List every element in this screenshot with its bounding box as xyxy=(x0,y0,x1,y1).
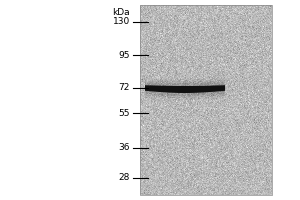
Text: kDa: kDa xyxy=(112,8,130,17)
Text: 130: 130 xyxy=(113,18,130,26)
Polygon shape xyxy=(145,85,225,93)
Text: 36: 36 xyxy=(118,144,130,152)
Polygon shape xyxy=(145,80,225,98)
Bar xyxy=(140,5,272,195)
Text: 95: 95 xyxy=(118,50,130,60)
Polygon shape xyxy=(145,82,225,96)
Text: 28: 28 xyxy=(118,173,130,182)
Text: 55: 55 xyxy=(118,108,130,117)
Text: 72: 72 xyxy=(118,84,130,92)
